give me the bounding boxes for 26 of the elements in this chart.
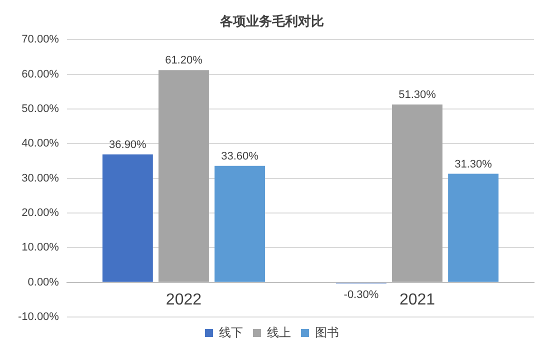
y-tick-label: 60.00% — [22, 68, 60, 80]
legend-label: 图书 — [315, 325, 339, 340]
data-label: 36.90% — [109, 138, 147, 151]
bar — [158, 70, 209, 282]
bar — [448, 174, 499, 282]
chart-title: 各项业务毛利对比 — [219, 13, 324, 28]
data-label: 61.20% — [165, 54, 203, 67]
data-label: 51.30% — [398, 88, 436, 101]
legend-label: 线上 — [267, 325, 291, 340]
bar — [392, 104, 442, 282]
bar — [214, 166, 265, 282]
x-tick-label: 2022 — [166, 291, 202, 308]
y-tick-label: 0.00% — [28, 276, 60, 288]
y-tick-label: 50.00% — [22, 102, 60, 115]
y-tick-label: 40.00% — [22, 138, 60, 150]
data-label: 33.60% — [221, 150, 259, 162]
legend-label: 线下 — [219, 325, 243, 340]
y-tick-label: 10.00% — [22, 242, 60, 254]
x-tick-label: 2021 — [399, 291, 436, 308]
y-tick-label: 70.00% — [22, 34, 60, 46]
bar — [102, 154, 153, 282]
y-tick-label: 30.00% — [22, 172, 60, 184]
data-label: -0.30% — [344, 288, 379, 301]
y-tick-label: 20.00% — [22, 207, 60, 220]
y-tick-label: -10.00% — [18, 311, 60, 324]
data-label: 31.30% — [454, 158, 492, 170]
